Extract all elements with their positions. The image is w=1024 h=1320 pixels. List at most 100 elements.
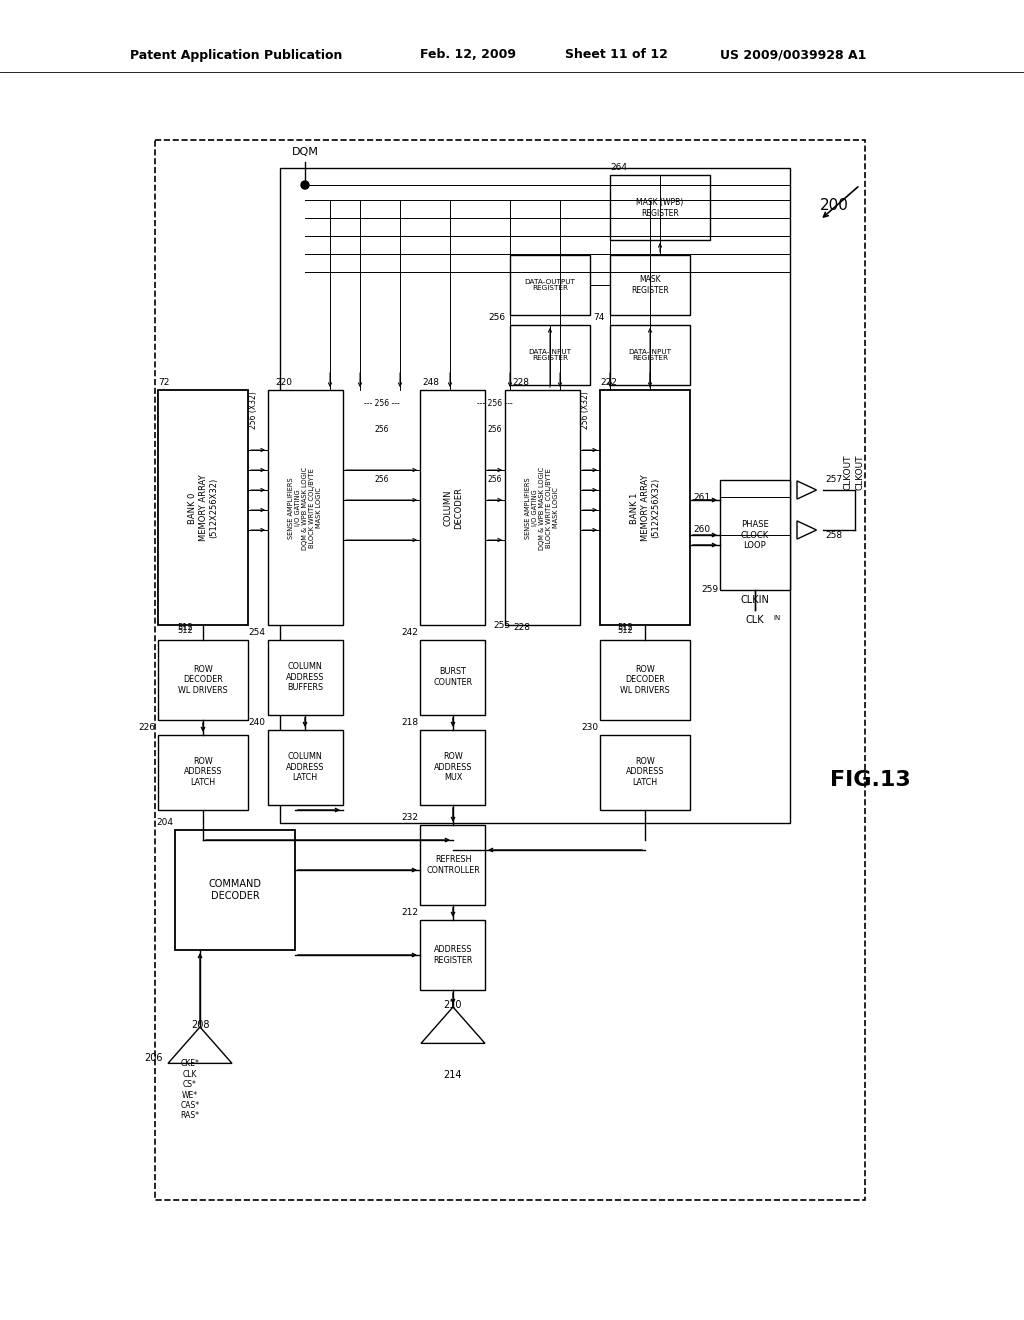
Polygon shape	[797, 480, 816, 499]
Text: IN: IN	[773, 615, 780, 620]
Text: 260: 260	[693, 525, 710, 535]
Text: ADDRESS
REGISTER: ADDRESS REGISTER	[433, 945, 473, 965]
Text: 228: 228	[513, 623, 530, 632]
Text: 248: 248	[422, 378, 439, 387]
Text: 512: 512	[177, 623, 193, 632]
Text: ROW
ADDRESS
MUX: ROW ADDRESS MUX	[434, 752, 472, 781]
Text: 256: 256	[487, 425, 502, 434]
Text: 256: 256	[375, 425, 389, 434]
Bar	[510, 255, 590, 315]
Text: 220: 220	[275, 378, 292, 387]
Bar	[610, 176, 710, 240]
Text: ROW
DECODER
WL DRIVERS: ROW DECODER WL DRIVERS	[621, 665, 670, 694]
Text: 256: 256	[375, 475, 389, 484]
Bar	[158, 389, 248, 624]
Bar	[420, 730, 485, 805]
Text: Patent Application Publication: Patent Application Publication	[130, 49, 342, 62]
Text: --- 256 ---: --- 256 ---	[477, 399, 513, 408]
Text: 512: 512	[617, 626, 633, 635]
Text: 512: 512	[617, 623, 633, 632]
Text: CLK: CLK	[745, 615, 764, 624]
Bar	[420, 825, 485, 906]
Text: 226: 226	[138, 723, 155, 733]
Text: 259: 259	[700, 586, 718, 594]
Text: ROW
DECODER
WL DRIVERS: ROW DECODER WL DRIVERS	[178, 665, 228, 694]
Text: PHASE
CLOCK
LOOP: PHASE CLOCK LOOP	[741, 520, 769, 550]
Text: DATA-OUTPUT
REGISTER: DATA-OUTPUT REGISTER	[524, 279, 575, 292]
Text: CKE*
CLK
CS*
WE*
CAS*
RAS*: CKE* CLK CS* WE* CAS* RAS*	[180, 1060, 200, 1121]
Bar	[280, 168, 790, 822]
Text: REFRESH
CONTROLLER: REFRESH CONTROLLER	[426, 855, 480, 875]
Text: 258: 258	[825, 531, 842, 540]
Bar	[505, 389, 580, 624]
Bar	[610, 325, 690, 385]
Text: 256 (X32): 256 (X32)	[581, 391, 590, 429]
Text: BANK 1
MEMORY ARRAY
(512X256X32): BANK 1 MEMORY ARRAY (512X256X32)	[630, 475, 659, 541]
Bar	[720, 480, 790, 590]
Bar	[420, 640, 485, 715]
Text: MASK
REGISTER: MASK REGISTER	[631, 276, 669, 294]
Text: 255: 255	[493, 620, 510, 630]
Text: 208: 208	[190, 1020, 209, 1030]
Text: 222: 222	[600, 378, 616, 387]
Text: 264: 264	[610, 162, 627, 172]
Text: 206: 206	[144, 1053, 163, 1063]
Text: 72: 72	[158, 378, 169, 387]
Bar	[175, 830, 295, 950]
Text: SENSE AMPLIFIERS
I/O GATING
DQM & WPB MASK LOGIC
BLOCK WRITE COL/BYTE
MASK LOGIC: SENSE AMPLIFIERS I/O GATING DQM & WPB MA…	[525, 466, 559, 549]
Text: ROW
ADDRESS
LATCH: ROW ADDRESS LATCH	[183, 758, 222, 787]
Text: SENSE AMPLIFIERS
I/O GATING
DQM & WPB MASK LOGIC
BLOCK WRITE COL/BYTE
MASK LOGIC: SENSE AMPLIFIERS I/O GATING DQM & WPB MA…	[288, 466, 322, 549]
Text: COLUMN
DECODER: COLUMN DECODER	[443, 487, 463, 529]
Bar	[158, 640, 248, 719]
Text: 74: 74	[594, 313, 605, 322]
Text: 228: 228	[512, 378, 529, 387]
Text: 230: 230	[581, 723, 598, 733]
Bar	[610, 255, 690, 315]
Text: COMMAND
DECODER: COMMAND DECODER	[209, 879, 261, 900]
Text: MASK (WPB)
REGISTER: MASK (WPB) REGISTER	[636, 198, 684, 218]
Polygon shape	[168, 1027, 232, 1064]
Text: Feb. 12, 2009: Feb. 12, 2009	[420, 49, 516, 62]
Text: COLUMN
ADDRESS
LATCH: COLUMN ADDRESS LATCH	[286, 752, 325, 781]
Text: --- 256 ---: --- 256 ---	[365, 399, 400, 408]
Text: DQM: DQM	[292, 147, 318, 157]
Text: BURST
COUNTER: BURST COUNTER	[433, 668, 472, 686]
Text: Sheet 11 of 12: Sheet 11 of 12	[565, 49, 668, 62]
Text: FIG.13: FIG.13	[829, 770, 910, 789]
Text: DATA-INPUT
REGISTER: DATA-INPUT REGISTER	[629, 348, 672, 362]
Text: 200: 200	[820, 198, 849, 213]
Bar	[155, 140, 865, 1200]
Text: 256: 256	[487, 475, 502, 484]
Text: 512: 512	[177, 626, 193, 635]
Text: 254: 254	[248, 628, 265, 638]
Text: 256 (X32): 256 (X32)	[249, 391, 258, 429]
Bar	[268, 640, 343, 715]
Circle shape	[301, 181, 309, 189]
Text: 240: 240	[248, 718, 265, 727]
Bar	[268, 389, 343, 624]
Text: CLKOUT: CLKOUT	[844, 454, 853, 490]
Bar	[600, 389, 690, 624]
Text: 214: 214	[443, 1071, 462, 1080]
Bar	[510, 325, 590, 385]
Text: 204: 204	[156, 818, 173, 828]
Text: ROW
ADDRESS
LATCH: ROW ADDRESS LATCH	[626, 758, 665, 787]
Text: 261: 261	[693, 494, 710, 503]
Text: 257: 257	[825, 475, 842, 484]
Text: BANK 0
MEMORY ARRAY
(512X256X32): BANK 0 MEMORY ARRAY (512X256X32)	[188, 475, 218, 541]
Text: CLKOUT: CLKOUT	[855, 454, 864, 490]
Bar	[420, 920, 485, 990]
Text: US 2009/0039928 A1: US 2009/0039928 A1	[720, 49, 866, 62]
Bar	[158, 735, 248, 810]
Bar	[268, 730, 343, 805]
Text: DATA-INPUT
REGISTER: DATA-INPUT REGISTER	[528, 348, 571, 362]
Text: CLKIN: CLKIN	[740, 595, 769, 605]
Text: 256: 256	[487, 313, 505, 322]
Bar	[600, 735, 690, 810]
Bar	[600, 640, 690, 719]
Text: 210: 210	[443, 1001, 462, 1010]
Text: COLUMN
ADDRESS
BUFFERS: COLUMN ADDRESS BUFFERS	[286, 663, 325, 692]
Polygon shape	[797, 521, 816, 539]
Text: 242: 242	[401, 628, 418, 638]
Bar	[420, 389, 485, 624]
